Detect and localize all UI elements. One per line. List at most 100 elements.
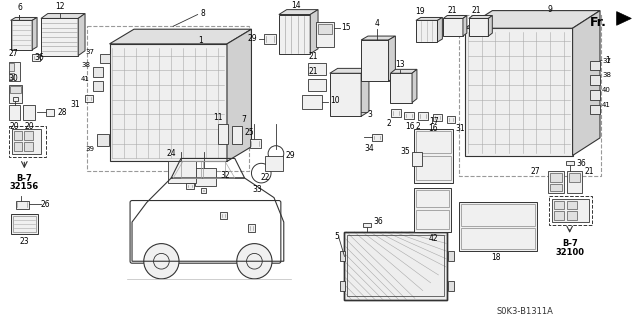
Bar — [265, 155, 283, 171]
Text: 12: 12 — [55, 2, 65, 11]
Text: 9: 9 — [547, 5, 552, 14]
Text: 10: 10 — [330, 96, 339, 105]
Text: B-7: B-7 — [17, 174, 32, 182]
Polygon shape — [617, 11, 631, 25]
Bar — [13, 216, 36, 232]
Polygon shape — [78, 13, 85, 56]
Text: 37: 37 — [602, 57, 611, 63]
Bar — [181, 161, 200, 178]
Text: 4: 4 — [374, 19, 380, 28]
Polygon shape — [465, 11, 600, 28]
Bar — [9, 62, 20, 81]
Text: 32156: 32156 — [10, 182, 39, 191]
Bar — [302, 95, 322, 109]
Text: 35: 35 — [401, 147, 410, 156]
Bar — [372, 134, 381, 141]
Text: 21: 21 — [447, 5, 457, 15]
Bar — [340, 251, 346, 261]
Text: 32: 32 — [220, 171, 230, 180]
Text: 36: 36 — [374, 217, 383, 226]
Polygon shape — [416, 18, 442, 20]
Bar — [554, 211, 564, 220]
Bar — [11, 214, 38, 234]
Text: 1: 1 — [605, 56, 610, 65]
Polygon shape — [390, 69, 417, 73]
Bar — [9, 126, 46, 158]
Bar — [469, 19, 488, 36]
Text: 42: 42 — [429, 234, 438, 243]
Bar — [13, 142, 22, 151]
Polygon shape — [438, 18, 442, 42]
Text: 34: 34 — [364, 144, 374, 153]
Bar — [416, 20, 438, 42]
Bar — [566, 211, 577, 220]
Bar — [448, 251, 454, 261]
Polygon shape — [573, 11, 600, 155]
Bar — [448, 281, 454, 291]
Text: 36: 36 — [577, 159, 586, 168]
Text: S0K3-B1311A: S0K3-B1311A — [496, 307, 553, 316]
Text: 19: 19 — [415, 7, 425, 17]
Text: 28: 28 — [58, 108, 67, 117]
Polygon shape — [11, 18, 37, 20]
Bar — [100, 54, 109, 63]
Text: 13: 13 — [396, 60, 405, 69]
Bar — [32, 54, 40, 61]
Text: 25: 25 — [244, 128, 254, 137]
Bar — [590, 75, 600, 85]
Text: 6: 6 — [17, 3, 22, 11]
Bar — [264, 34, 276, 44]
Bar — [13, 131, 22, 140]
Bar — [418, 112, 428, 120]
Bar — [548, 171, 564, 193]
Polygon shape — [361, 68, 369, 116]
Bar — [590, 90, 600, 100]
Bar — [24, 131, 33, 140]
Text: 2: 2 — [386, 119, 391, 128]
Bar — [348, 235, 444, 296]
Text: Fr.: Fr. — [590, 16, 607, 28]
Bar — [9, 63, 13, 71]
Bar — [93, 81, 102, 91]
Text: 32100: 32100 — [555, 248, 584, 257]
Bar — [554, 201, 564, 209]
Bar — [15, 201, 29, 209]
Polygon shape — [310, 10, 318, 54]
Bar — [550, 184, 562, 191]
Bar — [390, 73, 412, 103]
Text: 39: 39 — [86, 146, 95, 152]
Bar — [461, 204, 536, 226]
Bar — [549, 196, 592, 225]
Text: 16: 16 — [405, 122, 415, 131]
Bar — [204, 161, 225, 178]
Bar — [550, 173, 562, 182]
Bar — [416, 210, 449, 229]
Bar — [97, 134, 109, 146]
Bar — [330, 73, 361, 116]
Bar — [566, 171, 582, 193]
Polygon shape — [330, 68, 369, 73]
Text: 41: 41 — [81, 76, 90, 82]
Bar — [416, 131, 451, 152]
Bar — [10, 86, 21, 93]
Bar — [404, 112, 414, 119]
Text: 11: 11 — [213, 113, 223, 122]
Text: 31: 31 — [455, 124, 465, 133]
Bar — [340, 281, 346, 291]
Bar — [12, 129, 41, 153]
Bar — [87, 26, 248, 171]
Text: 30: 30 — [9, 74, 19, 83]
Bar — [590, 105, 600, 115]
Bar — [9, 105, 20, 120]
Text: 41: 41 — [602, 101, 611, 108]
Bar — [552, 199, 589, 222]
Text: 15: 15 — [342, 23, 351, 32]
Bar — [344, 232, 447, 300]
Bar — [414, 129, 453, 183]
Bar — [9, 85, 22, 103]
Polygon shape — [412, 69, 417, 103]
Bar — [11, 20, 32, 50]
Text: 29: 29 — [285, 151, 295, 160]
Bar — [459, 15, 601, 176]
Text: 33: 33 — [252, 185, 262, 194]
